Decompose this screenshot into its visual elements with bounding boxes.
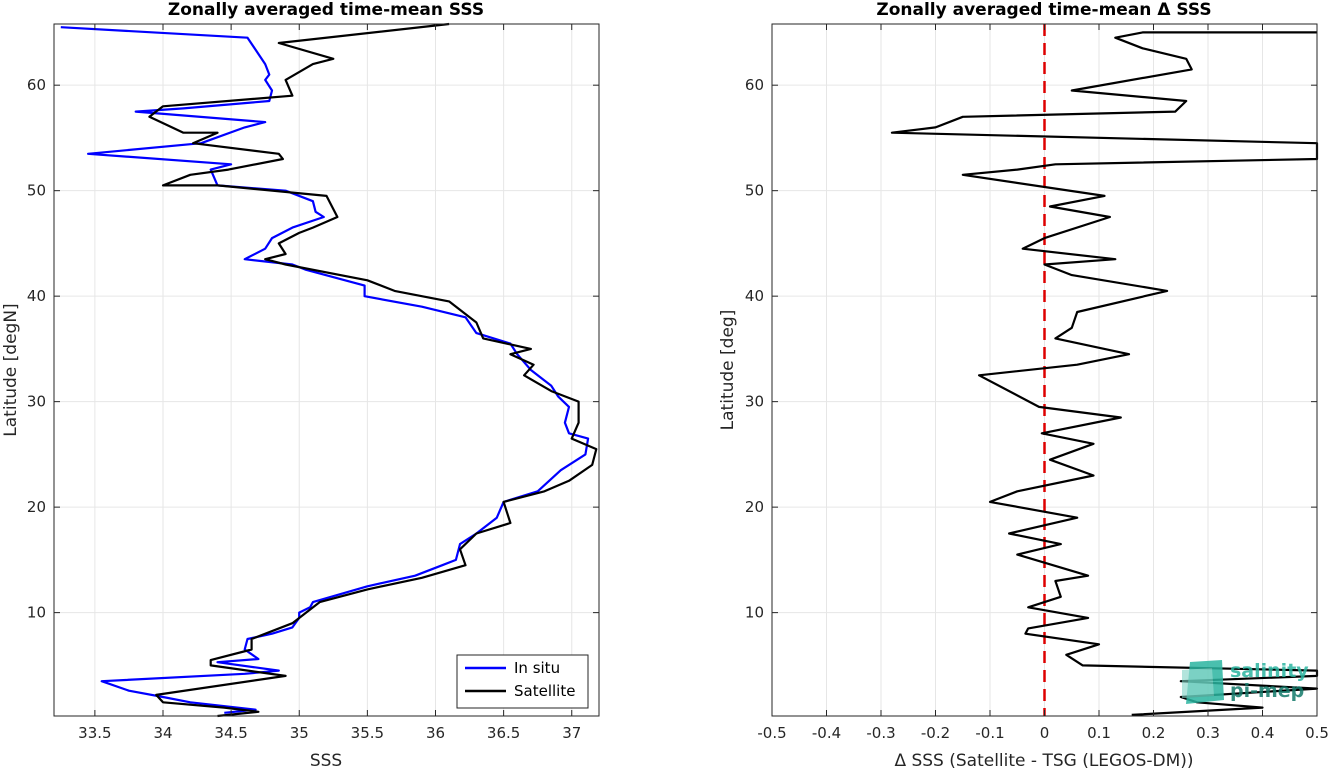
right-y-tick-label: 20 xyxy=(745,498,764,516)
left-y-tick-label: 30 xyxy=(27,393,46,411)
right-x-tick-label: -0.5 xyxy=(757,724,786,742)
right-y-tick-label: 30 xyxy=(745,393,764,411)
left-y-tick-label: 60 xyxy=(27,76,46,94)
left-grid xyxy=(54,24,599,716)
right-series-group xyxy=(890,31,1319,716)
left-x-tick-label: 36.5 xyxy=(487,724,520,742)
left-x-tick-label: 37 xyxy=(562,724,581,742)
right-x-tick-label: 0.2 xyxy=(1142,724,1166,742)
right-x-tick-label: -0.2 xyxy=(921,724,950,742)
right-chart-title: Zonally averaged time-mean Δ SSS xyxy=(876,0,1211,20)
left-x-tick-label: 36 xyxy=(426,724,445,742)
logo-text-line1: salinity xyxy=(1230,660,1309,682)
right-x-tick-label: 0.3 xyxy=(1196,724,1220,742)
right-series-line-delta xyxy=(890,31,1319,716)
left-y-axis-label: Latitude [degN] xyxy=(1,303,21,436)
left-y-tick-label: 10 xyxy=(27,604,46,622)
left-x-tick-label: 33.5 xyxy=(78,724,111,742)
left-x-tick-label: 35 xyxy=(290,724,309,742)
right-y-tick-label: 50 xyxy=(745,182,764,200)
legend-box xyxy=(456,654,589,709)
left-ticks: 33.5 34 34.5 35 35.5 36 36.5 37 10 20 30 40 50 60 xyxy=(27,24,599,742)
right-x-axis-label: Δ SSS (Satellite - TSG (LEGOS-DM)) xyxy=(894,751,1193,769)
legend-label-in-situ: In situ xyxy=(514,659,560,677)
left-series-group xyxy=(60,22,598,718)
left-x-axis-label: SSS xyxy=(310,751,342,769)
right-x-tick-label: 0.5 xyxy=(1305,724,1329,742)
logo-text-line2: pi-mep xyxy=(1230,680,1304,702)
left-y-tick-label: 20 xyxy=(27,498,46,516)
right-x-tick-label: -0.4 xyxy=(812,724,841,742)
left-x-tick-label: 34 xyxy=(153,724,172,742)
right-y-axis-label: Latitude [deg] xyxy=(718,310,738,431)
salinity-pi-mep-logo: salinity pi-mep xyxy=(1182,660,1309,704)
right-x-tick-label: -0.1 xyxy=(975,724,1004,742)
left-x-tick-label: 34.5 xyxy=(214,724,247,742)
right-x-tick-label: 0.4 xyxy=(1251,724,1275,742)
right-y-tick-label: 40 xyxy=(745,287,764,305)
right-y-tick-label: 10 xyxy=(745,604,764,622)
left-y-tick-label: 40 xyxy=(27,287,46,305)
logo-mark-shade-icon xyxy=(1182,668,1214,698)
legend-label-satellite: Satellite xyxy=(514,682,575,700)
left-chart-title: Zonally averaged time-mean SSS xyxy=(168,0,484,20)
legend: In situ Satellite xyxy=(456,654,589,709)
right-ticks: -0.5 -0.4 -0.3 -0.2 -0.1 0 0.1 0.2 0.3 0.4 0.5 10 20… xyxy=(745,24,1329,742)
left-x-tick-label: 35.5 xyxy=(351,724,384,742)
right-panel: -0.5 -0.4 -0.3 -0.2 -0.1 0 0.1 0.2 0.3 0.4 0.5 10 20… xyxy=(718,0,1329,769)
left-y-tick-label: 50 xyxy=(27,182,46,200)
right-y-tick-label: 60 xyxy=(745,76,764,94)
left-plot-frame xyxy=(53,23,600,717)
right-x-tick-label: 0 xyxy=(1040,724,1050,742)
right-x-tick-label: 0.1 xyxy=(1087,724,1111,742)
left-panel: 33.5 34 34.5 35 35.5 36 36.5 37 10 20 30 40 50 60 Zon… xyxy=(1,0,600,769)
left-series-line-satellite xyxy=(148,22,598,718)
right-x-tick-label: -0.3 xyxy=(866,724,895,742)
